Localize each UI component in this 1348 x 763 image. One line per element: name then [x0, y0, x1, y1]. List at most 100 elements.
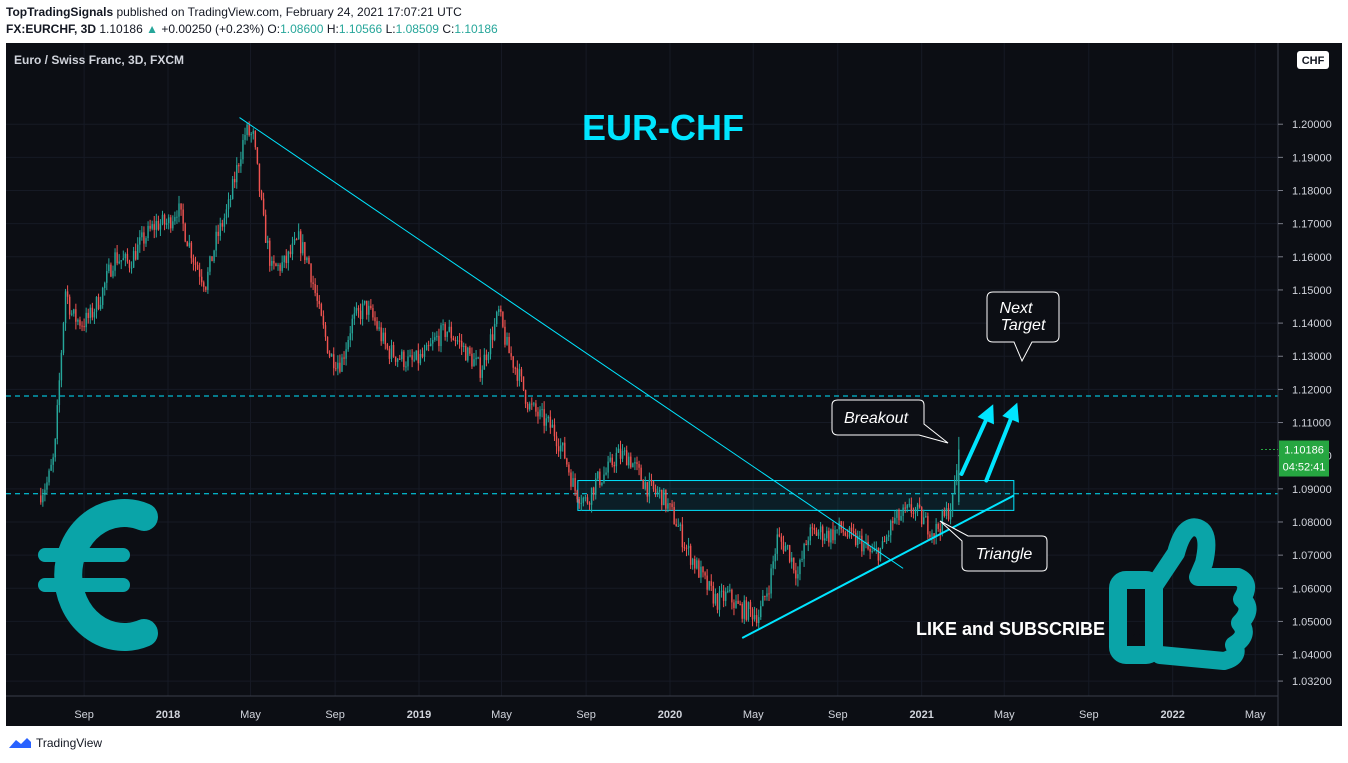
candle-body — [747, 602, 750, 620]
candle-body — [444, 324, 446, 337]
candle-body — [925, 516, 927, 518]
candle-body — [549, 416, 552, 428]
candle-body — [906, 505, 908, 509]
last-price-box — [1279, 440, 1329, 477]
candle-body — [592, 487, 595, 495]
candle-body — [665, 489, 667, 509]
candle-body — [914, 509, 917, 514]
candle-body — [568, 464, 570, 473]
open-value: 1.08600 — [280, 22, 324, 36]
time-axis-ticks[interactable]: Sep 2018 May Sep 2019 May Sep 2020 May Sep 2021 May… — [74, 709, 1266, 721]
candle-body — [330, 354, 333, 357]
countdown-label: 04:52:41 — [1283, 462, 1326, 474]
candle-body — [174, 217, 176, 222]
candle-body — [217, 231, 219, 236]
candle-body — [632, 463, 634, 468]
candle-body — [949, 510, 952, 520]
candle-body — [256, 147, 259, 164]
change-value: +0.00250 (+0.23%) — [161, 22, 265, 36]
candle-body — [788, 545, 791, 562]
author-name[interactable]: TopTradingSignals — [6, 5, 114, 19]
candle-body — [751, 609, 754, 620]
candle-body — [145, 238, 147, 244]
candle-body — [844, 532, 847, 536]
price-tick-label: 1.05000 — [1292, 616, 1332, 628]
candle-body — [873, 548, 875, 552]
candle-body — [312, 282, 314, 284]
candle-body — [605, 472, 607, 475]
candle-body — [879, 547, 882, 561]
candle-body — [832, 529, 834, 541]
candle-body — [588, 503, 591, 505]
candle-body — [694, 558, 696, 569]
candle-body — [479, 357, 481, 378]
candle-body — [912, 512, 915, 514]
candle-body — [617, 448, 620, 453]
candle-body — [62, 323, 65, 353]
candle-body — [683, 547, 686, 549]
candle-body — [537, 411, 539, 417]
candle-body — [75, 309, 77, 322]
candle-body — [361, 303, 364, 320]
candle-body — [625, 450, 628, 466]
price-chart[interactable]: Euro / Swiss Franc, 3D, FXCM EUR-CHF LIK… — [6, 43, 1342, 726]
candle-body — [419, 354, 422, 364]
trendline-uptrend — [741, 494, 1015, 639]
candle-body — [372, 308, 374, 318]
candle-body — [918, 504, 921, 508]
candle-body — [438, 335, 440, 347]
candle-body — [304, 242, 306, 261]
candle-body — [335, 368, 337, 370]
candle-body — [737, 600, 739, 604]
candle-body — [396, 358, 399, 362]
candle-body — [609, 457, 611, 462]
candle-body — [310, 263, 312, 283]
candle-body — [475, 357, 477, 360]
candle-body — [506, 336, 508, 345]
callout-breakout[interactable]: Breakout — [831, 399, 949, 444]
candle-body — [392, 345, 395, 357]
candle-body — [118, 261, 120, 264]
price-axis[interactable] — [1278, 43, 1342, 726]
candle-body — [149, 225, 151, 229]
candle-body — [205, 286, 207, 290]
time-tick-label: Sep — [325, 709, 345, 721]
candle-body — [753, 615, 756, 620]
candle-body — [780, 536, 783, 542]
candle-body — [500, 309, 502, 312]
candle-body — [658, 489, 661, 492]
candle-body — [242, 139, 244, 160]
breakout-label: Breakout — [844, 410, 909, 427]
candle-body — [277, 264, 279, 267]
candle-body — [797, 574, 799, 579]
candle-body — [233, 178, 236, 183]
candle-body — [295, 239, 298, 241]
candle-body — [702, 566, 704, 573]
candle-body — [337, 362, 339, 369]
candle-body — [487, 354, 490, 361]
candle-body — [852, 531, 855, 533]
time-tick-label: 2022 — [1160, 709, 1184, 721]
candle-body — [417, 350, 420, 364]
currency-badge[interactable] — [1297, 51, 1329, 69]
arrows-layer — [959, 402, 1019, 483]
callout-next-target[interactable]: Next Target — [986, 291, 1060, 363]
candle-body — [137, 244, 139, 260]
candle-body — [167, 217, 170, 224]
candle-body — [630, 456, 632, 468]
candle-body — [675, 524, 677, 527]
candle-body — [48, 470, 50, 483]
candle-body — [279, 264, 281, 271]
footer-brand[interactable]: TradingView — [8, 736, 102, 750]
callout-triangle[interactable]: Triangle — [939, 520, 1048, 572]
candle-body — [720, 590, 723, 592]
candle-body — [755, 615, 758, 624]
time-tick-label: Sep — [576, 709, 596, 721]
candle-body — [143, 232, 145, 244]
candle-body — [56, 405, 59, 440]
candle-body — [481, 369, 483, 378]
high-label: H: — [326, 22, 339, 36]
candle-body — [760, 606, 762, 618]
candle-body — [495, 312, 498, 325]
candle-body — [929, 534, 931, 538]
